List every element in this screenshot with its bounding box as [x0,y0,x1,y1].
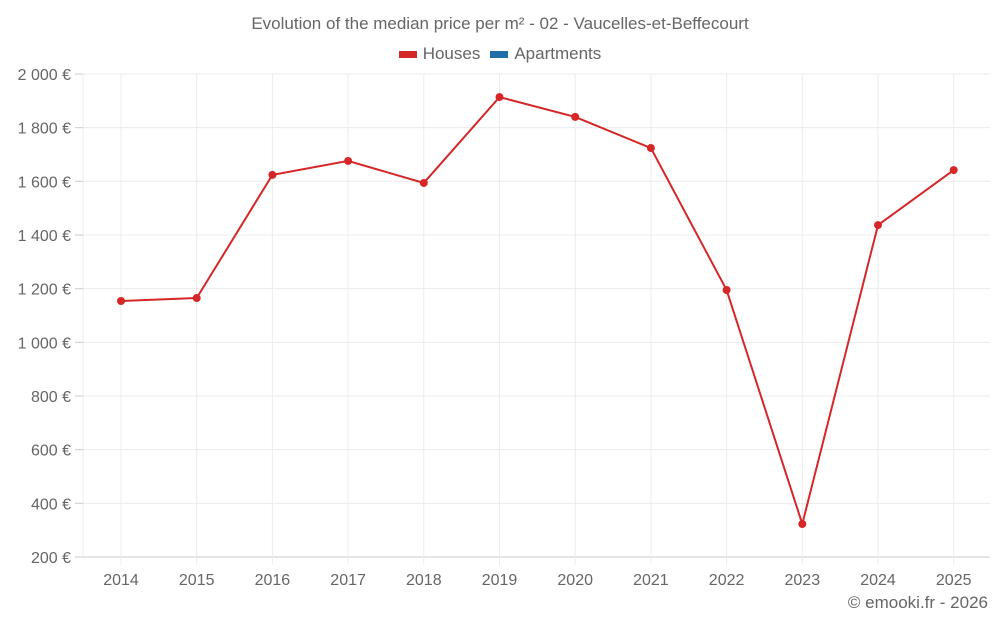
x-axis: 2014 2015 2016 2017 2018 2019 2020 2021 2022 2023… [103,572,971,589]
data-point[interactable] [874,221,882,230]
y-tick-label: 800 € [31,389,71,406]
data-point[interactable] [798,519,807,528]
data-point[interactable] [268,170,277,179]
grid-lines [82,73,990,565]
y-tick-label: 200 € [31,550,71,567]
credit-text: © emooki.fr - 2026 [847,593,988,612]
legend-item-houses[interactable]: Houses [398,44,481,64]
legend-label-apartments: Apartments [514,44,602,63]
x-tick-label: 2017 [330,572,366,589]
houses-swatch-icon [398,50,417,58]
y-tick-label: 1 200 € [18,282,71,299]
legend-label-houses: Houses [422,44,481,63]
x-tick-label: 2021 [633,572,669,589]
x-tick-label: 2020 [557,572,593,589]
x-tick-label: 2019 [482,572,518,589]
apartments-swatch-icon [490,50,509,58]
x-tick-label: 2022 [709,572,745,589]
y-tick-label: 1 000 € [18,335,71,352]
x-tick-label: 2014 [103,572,139,589]
y-tick-label: 1 600 € [18,174,71,191]
x-tick-label: 2024 [860,572,896,589]
data-point[interactable] [571,112,580,121]
x-tick-label: 2023 [785,572,821,589]
data-point[interactable] [344,156,353,165]
data-point[interactable] [646,144,655,153]
data-point[interactable] [117,297,125,306]
x-tick-label: 2025 [936,572,972,589]
y-tick-label: 2 000 € [18,67,71,84]
x-tick-label: 2018 [406,572,442,589]
chart-title: Evolution of the median price per m² - 0… [251,14,749,33]
y-tick-label: 1 800 € [18,121,71,138]
x-tick-label: 2015 [179,572,215,589]
y-axis: 200 € 400 € 600 € 800 € 1 000 € 1 200 € 1 400 … [18,67,83,567]
data-point[interactable] [192,294,201,303]
data-point[interactable] [722,286,731,295]
y-tick-label: 400 € [31,496,71,513]
y-tick-label: 600 € [31,443,71,460]
chart-legend: Houses Apartments [0,44,1000,64]
data-point[interactable] [495,93,504,102]
houses-series [117,93,958,528]
data-point[interactable] [949,166,958,175]
data-point[interactable] [419,178,428,187]
y-tick-label: 1 400 € [18,228,71,245]
legend-item-apartments[interactable]: Apartments [490,44,601,64]
x-tick-label: 2016 [255,572,291,589]
